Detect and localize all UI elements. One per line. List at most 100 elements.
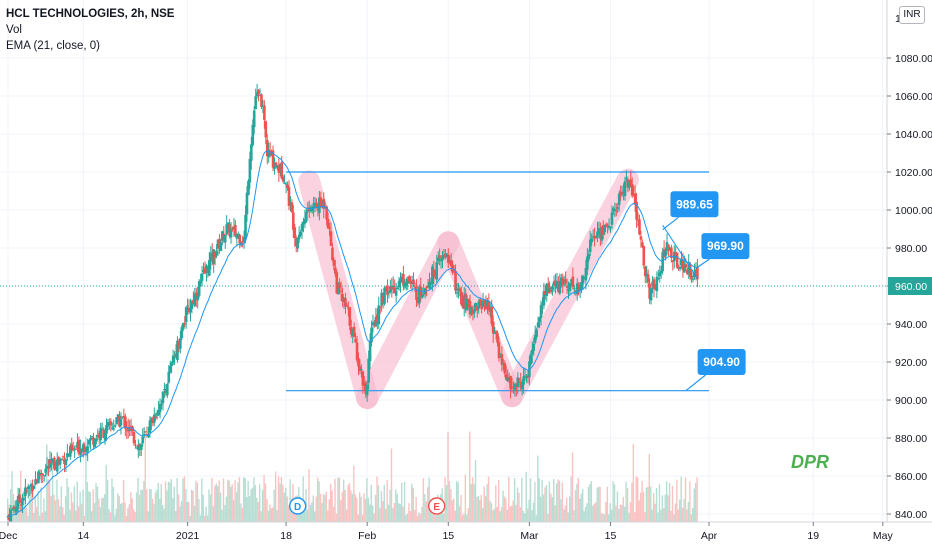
candle-body [222, 233, 226, 241]
volume-bar [248, 496, 251, 522]
volume-bar [91, 511, 93, 522]
candle-body [377, 305, 381, 325]
time-tick-label: Apr [701, 530, 718, 542]
candle-body [329, 231, 333, 246]
candle-body [564, 279, 567, 284]
volume-bar [428, 477, 430, 522]
candle-body [570, 279, 573, 283]
candle-body [368, 341, 372, 362]
candle-body [24, 487, 27, 496]
time-tick-label: Feb [358, 530, 376, 542]
volume-bar [198, 498, 200, 522]
candle-body [196, 295, 200, 301]
candle-body [194, 292, 198, 298]
volume-bar [332, 506, 335, 522]
volume-bar [576, 483, 578, 522]
candle-body [588, 239, 592, 252]
volume-bar [254, 485, 257, 522]
candle-body [328, 227, 331, 229]
volume-bar [605, 502, 607, 522]
volume-bar [371, 505, 374, 522]
volume-bar [338, 477, 341, 522]
volume-bar [354, 494, 357, 522]
candle-body [532, 343, 536, 351]
volume-bar [393, 502, 396, 522]
candle-body [177, 341, 181, 347]
candle-body [441, 255, 444, 261]
candle-body [354, 338, 357, 343]
candle-body [276, 165, 279, 169]
callout-969-90[interactable]: 969.90 [697, 233, 750, 268]
volume-bar [276, 510, 278, 522]
volume-bar [590, 481, 593, 522]
volume-bar [603, 514, 606, 522]
callout-904-90[interactable]: 904.90 [685, 349, 746, 392]
volume-bar [525, 471, 527, 522]
volume-bar [214, 485, 216, 522]
volume-bar [534, 482, 536, 522]
volume-bar [593, 503, 595, 522]
candle-body [544, 290, 547, 295]
candle-body [86, 446, 89, 452]
candle-body [593, 236, 596, 239]
volume-bar [435, 515, 438, 522]
currency-button[interactable]: INR [899, 6, 925, 24]
candle-body [84, 448, 88, 453]
volume-bar [425, 501, 427, 522]
volume-bar [337, 477, 339, 522]
volume-bar [140, 489, 142, 522]
volume-bar [172, 498, 174, 522]
candle-body [691, 278, 695, 280]
candle-body [630, 184, 634, 196]
time-tick-label: May [873, 530, 894, 542]
callout-989-65[interactable]: 989.65 [662, 191, 719, 231]
candle-body [542, 291, 546, 306]
volume-indicator-label[interactable]: Vol [6, 24, 22, 36]
candle-body [15, 507, 18, 512]
candle-body [425, 286, 428, 288]
volume-bar [357, 514, 359, 522]
candle-body [523, 375, 527, 377]
volume-bar [635, 476, 637, 522]
candle-body [552, 281, 556, 286]
candle-body [493, 333, 496, 335]
candle-body [406, 278, 410, 284]
volume-bar [256, 497, 258, 522]
candle-body [300, 224, 304, 232]
volume-bar [480, 494, 483, 522]
candle-body [594, 236, 598, 239]
dividend-marker[interactable]: D [288, 497, 307, 515]
volume-bar [137, 477, 139, 522]
candle-body [545, 283, 549, 296]
ema-indicator-label[interactable]: EMA (21, close, 0) [6, 40, 100, 52]
candle-body [83, 447, 87, 450]
volume-bar [667, 495, 669, 522]
volume-bar [399, 503, 401, 522]
candle-body [615, 210, 618, 212]
earnings-marker[interactable]: E [428, 497, 446, 515]
candle-body [21, 497, 24, 506]
volume-bar [528, 499, 530, 522]
candle-body [199, 280, 202, 284]
volume-bar [596, 487, 598, 522]
candle-body [74, 448, 78, 450]
candle-body [164, 389, 168, 394]
candle-body [187, 307, 191, 313]
volume-bar [96, 486, 99, 522]
price-callouts: 989.65 969.90 904.90 [662, 191, 750, 392]
candle-body [393, 287, 397, 294]
candle-body [557, 280, 560, 292]
volume-bar [102, 497, 104, 522]
candle-body [215, 251, 218, 256]
candle-body [163, 389, 166, 391]
volume-bar [592, 505, 594, 522]
candle-body [235, 234, 239, 239]
candle-body [186, 305, 189, 307]
candle-body [412, 279, 415, 284]
candle-body [202, 270, 205, 272]
candle-body [251, 124, 255, 146]
candle-body [376, 314, 379, 323]
volume-bar [466, 514, 468, 522]
